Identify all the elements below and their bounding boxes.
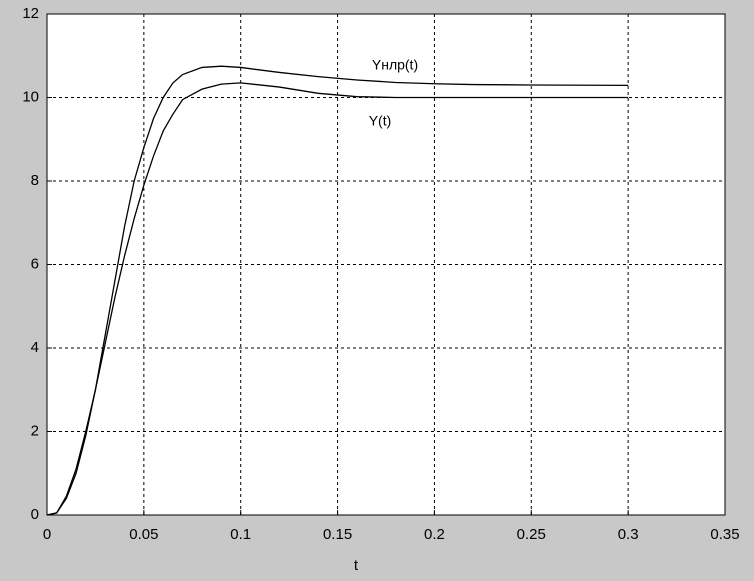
x-tick-label: 0.2 (424, 526, 445, 543)
series-line (46, 65, 629, 516)
y-tick-label: 12 (22, 5, 39, 22)
series-line (46, 82, 629, 516)
x-tick-label: 0 (43, 526, 51, 543)
y-tick-label: 0 (31, 506, 39, 523)
y-tick-label: 10 (22, 88, 39, 105)
y-tick-label: 4 (31, 339, 39, 356)
x-tick-label: 0.25 (517, 526, 546, 543)
y-tick-label: 8 (31, 172, 39, 189)
x-tick-label: 0.1 (230, 526, 251, 543)
axes-frame (46, 13, 726, 516)
series-label: Yнлр(t) (372, 57, 418, 73)
y-tick-label: 6 (31, 255, 39, 272)
y-tick-label: 2 (31, 422, 39, 439)
x-tick-label: 0.05 (129, 526, 158, 543)
series-label: Y(t) (369, 113, 392, 129)
x-tick-label: 0.35 (710, 526, 739, 543)
x-tick-label: 0.15 (323, 526, 352, 543)
x-tick-label: 0.3 (618, 526, 639, 543)
x-axis-label: t (354, 557, 359, 574)
